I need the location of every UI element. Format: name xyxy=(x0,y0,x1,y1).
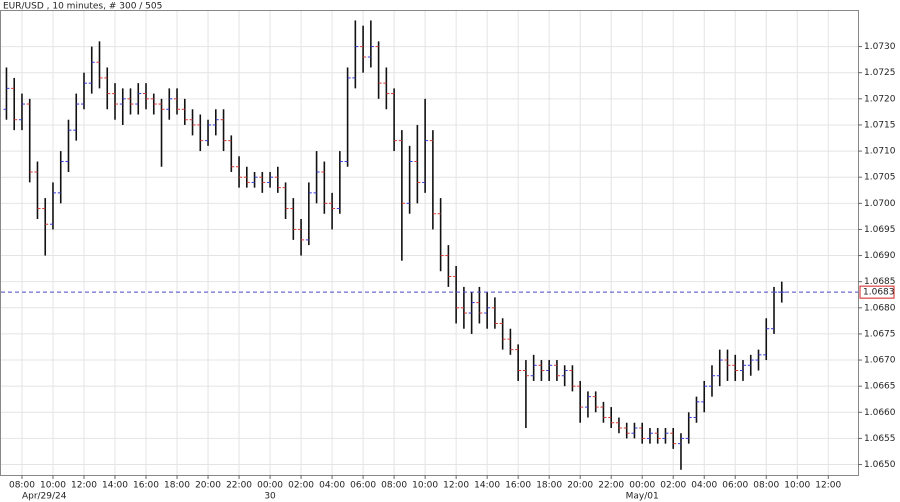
y-tick-label: 1.0705 xyxy=(864,173,896,183)
x-tick-label: 06:00 xyxy=(722,481,748,491)
y-tick-label: 1.0725 xyxy=(864,68,896,78)
y-tick-label: 1.0715 xyxy=(864,120,896,130)
y-tick-label: 1.0730 xyxy=(864,42,896,52)
x-tick-label: 20:00 xyxy=(195,481,221,491)
x-tick-label: 16:00 xyxy=(505,481,531,491)
x-tick-label: 04:00 xyxy=(691,481,717,491)
x-tick-label: 14:00 xyxy=(474,481,500,491)
y-tick-label: 1.0650 xyxy=(864,460,896,470)
y-tick-label: 1.0695 xyxy=(864,225,896,235)
plot-frame xyxy=(0,10,859,476)
x-tick-label: 16:00 xyxy=(133,481,159,491)
x-tick-label: 10:00 xyxy=(412,481,438,491)
x-tick-label: 12:00 xyxy=(443,481,469,491)
chart-title: EUR/USD , 10 minutes, # 300 / 505 xyxy=(3,2,162,12)
x-tick-label: 08:00 xyxy=(753,481,779,491)
y-tick-label: 1.0660 xyxy=(864,408,896,418)
last-price-box xyxy=(859,285,895,299)
x-tick-label: 12:00 xyxy=(815,481,841,491)
x-tick-label: 06:00 xyxy=(350,481,376,491)
x-tick-label: 00:00 xyxy=(257,481,283,491)
y-tick-label: 1.0720 xyxy=(864,94,896,104)
x-tick-label: 00:00 xyxy=(629,481,655,491)
x-tick-label: 02:00 xyxy=(660,481,686,491)
x-tick-label: 18:00 xyxy=(536,481,562,491)
date-label: Apr/29/24 xyxy=(22,492,67,502)
y-tick-label: 1.0670 xyxy=(864,356,896,366)
x-tick-label: 10:00 xyxy=(40,481,66,491)
y-tick-label: 1.0675 xyxy=(864,329,896,339)
x-tick-label: 22:00 xyxy=(598,481,624,491)
y-tick-label: 1.0690 xyxy=(864,251,896,261)
y-tick-label: 1.0655 xyxy=(864,434,896,444)
date-label: May/01 xyxy=(626,492,659,502)
date-label: 30 xyxy=(264,492,276,502)
x-tick-label: 04:00 xyxy=(319,481,345,491)
x-tick-label: 18:00 xyxy=(164,481,190,491)
x-tick-label: 02:00 xyxy=(288,481,314,491)
x-tick-label: 12:00 xyxy=(71,481,97,491)
x-tick-label: 22:00 xyxy=(226,481,252,491)
x-tick-label: 20:00 xyxy=(567,481,593,491)
last-price-label: 1.0683 xyxy=(863,288,895,298)
y-tick-label: 1.0665 xyxy=(864,382,896,392)
y-tick-label: 1.0700 xyxy=(864,199,896,209)
y-tick-label: 1.0680 xyxy=(864,303,896,313)
x-tick-label: 14:00 xyxy=(102,481,128,491)
y-tick-label: 1.0710 xyxy=(864,147,896,157)
x-tick-label: 08:00 xyxy=(9,481,35,491)
y-tick-label: 1.0685 xyxy=(864,277,896,287)
x-tick-label: 10:00 xyxy=(784,481,810,491)
x-tick-label: 08:00 xyxy=(381,481,407,491)
